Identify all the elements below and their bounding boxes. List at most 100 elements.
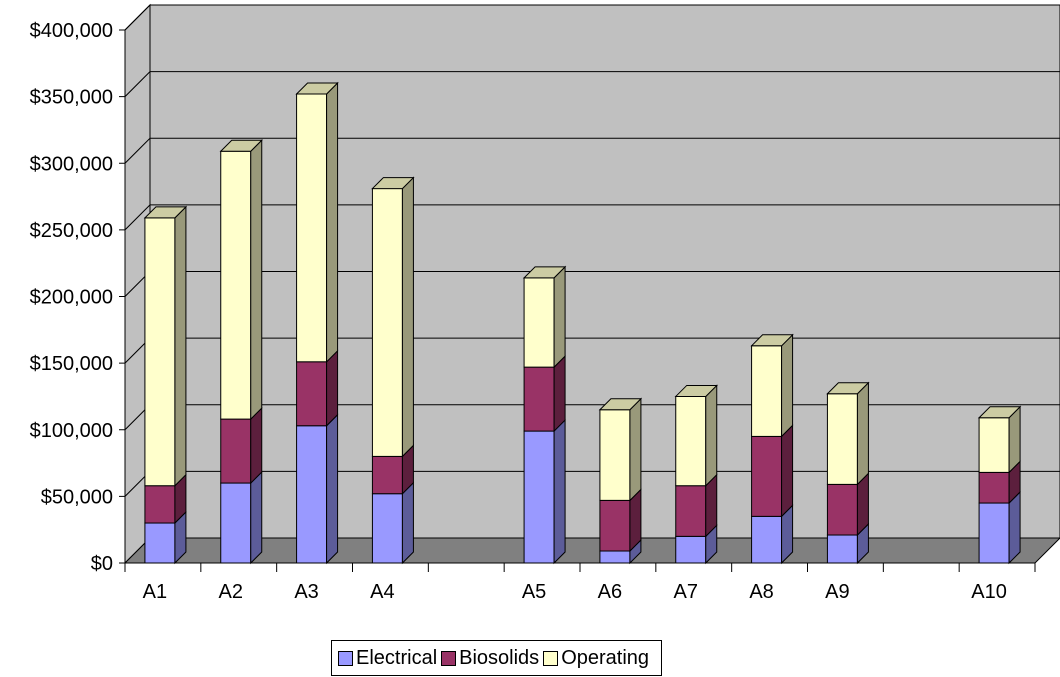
bar-side xyxy=(326,81,339,363)
y-tick-label: $200,000 xyxy=(30,287,113,309)
y-tick-label: $250,000 xyxy=(30,220,113,242)
bar-segment-electrical xyxy=(978,490,1021,565)
bar-segment-biosolids xyxy=(371,444,414,495)
bar-front xyxy=(144,522,176,564)
x-tick-label: A1 xyxy=(143,581,167,603)
bar-top xyxy=(143,206,188,219)
bar-front xyxy=(523,366,555,432)
bar-segment-biosolids xyxy=(751,424,794,518)
bar-front xyxy=(296,425,328,564)
chart-walls xyxy=(123,3,1060,565)
gridline-side xyxy=(124,204,151,231)
bar-side xyxy=(250,139,263,421)
bar-side xyxy=(174,205,187,487)
x-tick-label: A2 xyxy=(219,581,243,603)
bar-top xyxy=(750,334,794,347)
bar-front xyxy=(371,455,403,495)
bar-side xyxy=(856,381,869,486)
bar-segment-electrical xyxy=(371,481,414,565)
bar-top xyxy=(371,177,415,190)
bar-top xyxy=(598,398,643,411)
bar-front xyxy=(371,493,403,564)
bar-segment-operating xyxy=(143,205,188,487)
bar-segment-operating xyxy=(674,384,718,487)
bar-front xyxy=(220,482,252,564)
bar-top xyxy=(977,406,1022,419)
y-tick-label: $100,000 xyxy=(30,420,113,442)
bar-segment-biosolids xyxy=(296,349,339,427)
x-tick-label: A5 xyxy=(522,581,546,603)
y-tick-label: $300,000 xyxy=(30,153,113,175)
bar-segment-biosolids xyxy=(978,460,1021,505)
bar-side xyxy=(326,413,339,565)
bar-segment-operating xyxy=(522,265,567,369)
bar-top xyxy=(522,266,567,279)
x-tick-label: A9 xyxy=(825,581,849,603)
gridline-side xyxy=(124,71,151,97)
bar-front xyxy=(826,393,858,485)
bar-front xyxy=(220,150,252,420)
x-tick-label: A6 xyxy=(598,581,622,603)
bar-front xyxy=(296,93,328,363)
x-tick-label: A3 xyxy=(294,581,318,603)
bar-side xyxy=(326,349,339,427)
bar-front xyxy=(220,418,252,484)
x-tick-label: A10 xyxy=(971,581,1007,603)
bar-segment-operating xyxy=(598,397,643,502)
bar-front xyxy=(826,534,858,564)
legend-swatch-biosolids xyxy=(441,650,457,666)
bar-front xyxy=(978,471,1010,504)
y-tick-label: $150,000 xyxy=(30,353,113,375)
bar-front xyxy=(523,430,555,564)
bar-segment-electrical xyxy=(296,413,339,565)
y-tick-label: $350,000 xyxy=(30,87,113,109)
bar-front xyxy=(751,515,783,564)
bar-segment-electrical xyxy=(220,470,263,565)
bar-front xyxy=(978,502,1010,564)
bar-front xyxy=(599,409,631,501)
bar-top xyxy=(826,382,870,395)
bar-segment-biosolids xyxy=(826,472,869,537)
gridline-side xyxy=(124,137,151,164)
y-tick-label: $0 xyxy=(91,553,113,575)
legend-item-electrical: Electrical xyxy=(338,647,437,670)
legend-swatch-electrical xyxy=(338,650,353,666)
legend-label-electrical: Electrical xyxy=(356,646,438,669)
bar-top xyxy=(219,139,263,152)
bar-front xyxy=(675,485,707,537)
bar-side xyxy=(781,333,794,438)
bar-segment-electrical xyxy=(144,510,187,565)
legend-swatch-operating xyxy=(543,650,559,666)
legend-item-biosolids: Biosolids xyxy=(441,647,539,670)
x-tick-label: A8 xyxy=(749,581,773,603)
bar-front xyxy=(675,395,707,487)
bar-side xyxy=(1008,490,1021,565)
bar-front xyxy=(826,483,858,536)
bar-side xyxy=(250,470,263,565)
bar-front xyxy=(296,361,328,427)
x-tick-label: A4 xyxy=(370,581,394,603)
bar-segment-electrical xyxy=(523,418,566,565)
bar-side xyxy=(705,384,718,487)
bar-front xyxy=(523,277,555,368)
bar-top xyxy=(674,384,718,397)
x-tick-labels: A1 A2 A3 A4 A5 A6 A7 A8 A9 A10 xyxy=(124,563,1036,603)
bar-segment-biosolids xyxy=(599,488,642,553)
bar-front xyxy=(144,485,176,524)
bar-side xyxy=(553,265,566,369)
gridline-side xyxy=(124,4,151,31)
floor xyxy=(123,537,1060,564)
bar-front xyxy=(371,188,403,457)
bar-segment-biosolids xyxy=(220,406,263,485)
bar-front xyxy=(144,217,176,487)
bar-front xyxy=(978,417,1010,473)
bar-side xyxy=(250,406,263,485)
bar-side xyxy=(553,354,566,433)
chart: $0 $50,000 $100,000 $150,000 $200,000 $250,00… xyxy=(30,3,1060,603)
bars xyxy=(143,81,1022,565)
legend-item-operating: Operating xyxy=(543,647,649,670)
bar-side xyxy=(629,397,642,502)
y-tick-labels: $0 $50,000 $100,000 $150,000 $200,000 $250,00… xyxy=(30,20,125,575)
bar-segment-operating xyxy=(219,139,263,421)
bar-front xyxy=(599,499,631,552)
